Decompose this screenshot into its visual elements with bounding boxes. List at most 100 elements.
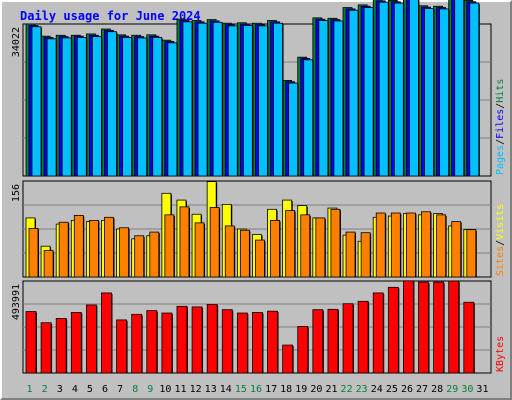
bar-sites-day-22 xyxy=(345,231,356,278)
bar-sites-day-6 xyxy=(104,216,114,278)
x-tick-label-day-25: 25 xyxy=(386,384,398,395)
bar-sites-day-17 xyxy=(270,219,280,278)
x-tick-label-day-16: 16 xyxy=(250,384,262,395)
bar-sites-day-12 xyxy=(194,222,205,278)
bar-sites-day-2 xyxy=(43,250,54,278)
bar-pages-day-14 xyxy=(227,25,238,177)
bar-pages-day-9 xyxy=(152,37,163,177)
legend-entry-kbytes: KBytes xyxy=(495,336,506,372)
bar-sites-day-10 xyxy=(164,214,175,278)
bar-kbytes-day-7 xyxy=(116,319,127,374)
bar-pages-day-27 xyxy=(424,8,434,177)
bar-sites-day-3 xyxy=(58,221,69,278)
x-tick-label-day-22: 22 xyxy=(341,384,353,395)
x-tick-label-day-11: 11 xyxy=(174,384,186,395)
bar-pages-day-8 xyxy=(137,37,148,177)
x-tick-label-day-15: 15 xyxy=(235,384,247,395)
bar-pages-day-10 xyxy=(167,42,178,177)
bar-kbytes-day-10 xyxy=(161,312,173,374)
bar-sites-day-15 xyxy=(239,229,250,278)
bar-sites-day-19 xyxy=(300,214,311,278)
x-tick-label-day-8: 8 xyxy=(132,384,138,395)
bar-sites-day-11 xyxy=(179,206,190,278)
bar-kbytes-day-4 xyxy=(70,312,82,374)
bar-pages-day-25 xyxy=(393,2,404,177)
x-tick-label-day-18: 18 xyxy=(280,384,292,395)
bar-kbytes-day-14 xyxy=(221,309,233,374)
x-tick-label-day-27: 27 xyxy=(416,384,428,395)
bar-kbytes-day-11 xyxy=(176,305,188,374)
legend-entry-files: Files xyxy=(495,109,506,139)
x-tick-label-day-10: 10 xyxy=(159,384,171,395)
bar-kbytes-day-1 xyxy=(25,311,37,374)
bar-pages-day-5 xyxy=(91,36,102,177)
panel-kbytes-max-label: 493991 xyxy=(11,284,22,320)
bar-pages-day-4 xyxy=(76,37,87,177)
bar-sites-day-16 xyxy=(255,239,265,278)
bar-pages-day-11 xyxy=(182,21,193,177)
bar-kbytes-day-16 xyxy=(252,312,263,374)
bar-kbytes-day-26 xyxy=(403,280,414,374)
bar-kbytes-day-24 xyxy=(372,292,384,374)
x-tick-label-day-2: 2 xyxy=(42,384,48,395)
bar-sites-day-8 xyxy=(134,235,145,278)
x-tick-label-day-29: 29 xyxy=(446,384,458,395)
bar-pages-day-1 xyxy=(31,26,42,177)
bar-sites-day-1 xyxy=(28,227,39,278)
panel-kbytes-legend: KBytes xyxy=(495,336,506,372)
bar-sites-day-28 xyxy=(436,214,447,278)
legend-entry-visits: Visits xyxy=(495,204,506,240)
x-tick-label-day-3: 3 xyxy=(57,384,63,395)
legend-entry-sites: Sites xyxy=(495,246,506,276)
bar-sites-day-14 xyxy=(224,225,235,278)
x-tick-label-day-31: 31 xyxy=(476,384,488,395)
x-tick-label-day-24: 24 xyxy=(371,384,383,395)
x-tick-label-day-26: 26 xyxy=(401,384,413,395)
bar-kbytes-day-25 xyxy=(387,286,399,374)
x-tick-label-day-30: 30 xyxy=(461,384,473,395)
panel-hits-legend: Pages/Files/Hits xyxy=(495,79,506,175)
x-tick-label-day-9: 9 xyxy=(147,384,153,395)
bar-sites-day-5 xyxy=(88,219,99,278)
bar-kbytes-day-5 xyxy=(85,304,97,374)
x-axis-labels: 1 2 3 4 5 6 7 8 9 10 11 12 13 14 15 16 17 18 19 20 21 22 23 24 2… xyxy=(27,384,489,395)
legend-separator: / xyxy=(495,103,506,109)
panel-kbytes: 493991 KBytes xyxy=(11,280,506,374)
x-tick-label-day-5: 5 xyxy=(87,384,93,395)
legend-entry-pages: Pages xyxy=(495,145,506,175)
x-tick-label-day-21: 21 xyxy=(325,384,337,395)
bar-pages-day-7 xyxy=(122,37,132,177)
bar-sites-day-4 xyxy=(73,215,84,278)
bar-kbytes-day-9 xyxy=(146,310,158,374)
bar-pages-day-6 xyxy=(107,31,117,177)
bar-sites-day-27 xyxy=(421,211,431,278)
bar-pages-day-28 xyxy=(439,8,450,177)
bar-sites-day-13 xyxy=(209,207,220,278)
bar-kbytes-day-6 xyxy=(101,292,112,374)
bar-sites-day-18 xyxy=(285,210,296,278)
bar-pages-day-13 xyxy=(212,21,223,177)
x-tick-label-day-7: 7 xyxy=(117,384,123,395)
bar-pages-day-30 xyxy=(469,2,480,177)
x-tick-label-day-17: 17 xyxy=(265,384,277,395)
x-tick-label-day-13: 13 xyxy=(205,384,217,395)
bar-kbytes-day-15 xyxy=(236,312,248,374)
bar-kbytes-day-17 xyxy=(267,310,278,374)
x-tick-label-day-14: 14 xyxy=(220,384,232,395)
bar-kbytes-day-27 xyxy=(418,281,429,374)
x-tick-label-day-28: 28 xyxy=(431,384,443,395)
bar-sites-day-30 xyxy=(466,229,477,278)
bar-kbytes-day-20 xyxy=(312,309,324,374)
bar-sites-day-29 xyxy=(451,221,462,278)
bar-pages-day-29 xyxy=(454,0,465,177)
bar-sites-day-26 xyxy=(406,212,416,278)
legend-separator: / xyxy=(495,139,506,145)
bar-kbytes-day-8 xyxy=(131,313,143,374)
bar-pages-day-21 xyxy=(333,20,344,177)
bar-kbytes-day-19 xyxy=(297,326,309,374)
bar-kbytes-day-3 xyxy=(55,318,67,374)
bar-pages-day-26 xyxy=(409,0,419,177)
x-tick-label-day-4: 4 xyxy=(72,384,78,395)
